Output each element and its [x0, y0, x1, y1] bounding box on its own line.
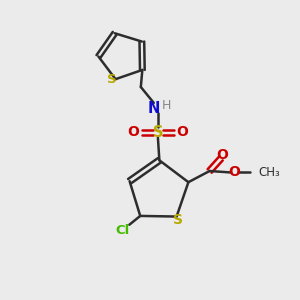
- Text: Cl: Cl: [116, 224, 130, 237]
- Text: CH₃: CH₃: [258, 166, 280, 179]
- Text: O: O: [127, 125, 139, 139]
- Text: S: S: [107, 73, 117, 86]
- Text: S: S: [173, 213, 183, 227]
- Text: N: N: [148, 101, 160, 116]
- Text: H: H: [162, 99, 171, 112]
- Text: S: S: [153, 125, 163, 140]
- Text: O: O: [228, 166, 240, 179]
- Text: O: O: [177, 125, 189, 139]
- Text: O: O: [216, 148, 228, 162]
